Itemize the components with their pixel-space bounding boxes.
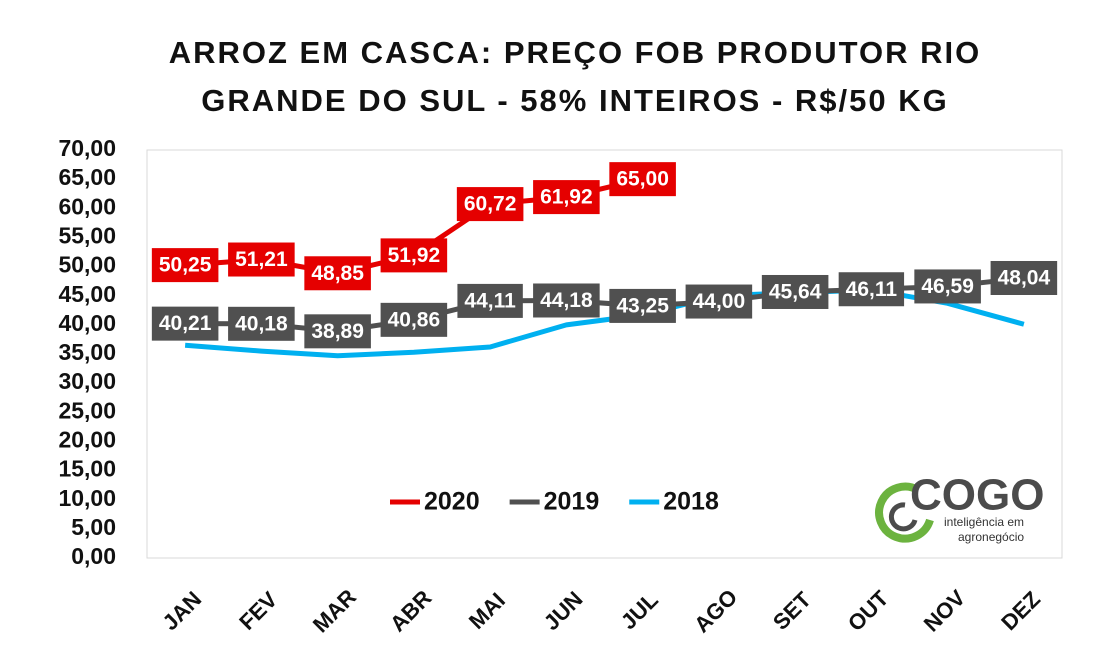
data-label-text: 65,00	[616, 168, 669, 191]
data-label-text: 51,21	[235, 248, 288, 271]
data-label-box	[838, 272, 905, 307]
data-label: 40,86	[380, 302, 448, 337]
data-label-box	[380, 302, 448, 337]
y-tick-label: 35,00	[58, 339, 116, 365]
y-tick-label: 40,00	[58, 310, 116, 336]
y-tick-label: 45,00	[58, 281, 116, 307]
y-tick-label: 0,00	[71, 543, 116, 569]
y-tick-label: 70,00	[58, 135, 116, 161]
logo: COGO inteligência em agronegócio	[875, 471, 1044, 544]
data-label-box	[151, 306, 219, 341]
y-tick-label: 55,00	[58, 223, 116, 249]
data-label: 48,85	[304, 256, 371, 291]
x-tick-label: AGO	[689, 584, 742, 637]
data-label-text: 48,04	[998, 267, 1051, 290]
data-label-text: 46,11	[846, 278, 898, 301]
x-tick-label: JUL	[616, 587, 663, 634]
y-tick-label: 60,00	[58, 193, 116, 219]
y-tick-label: 50,00	[58, 252, 116, 278]
data-label-text: 38,89	[311, 320, 364, 343]
data-label-text: 44,18	[540, 289, 593, 312]
data-label-box	[609, 288, 676, 323]
data-label-box	[228, 242, 295, 277]
data-label-text: 40,18	[235, 312, 288, 335]
legend-label: 2018	[663, 488, 719, 516]
y-tick-label: 65,00	[58, 164, 116, 190]
data-label-box	[456, 187, 524, 222]
x-tick-label: ABR	[385, 585, 436, 636]
chart-title: GRANDE DO SUL - 58% INTEIROS - R$/50 KG	[201, 83, 949, 118]
data-label: 45,64	[761, 274, 829, 309]
data-label-text: 44,11	[464, 289, 516, 312]
data-label-box	[761, 274, 829, 309]
data-label-box	[533, 283, 600, 318]
data-label-box	[151, 248, 219, 283]
data-label: 40,21	[151, 306, 219, 341]
data-label-box	[914, 269, 981, 304]
x-tick-label: NOV	[919, 585, 971, 637]
x-tick-label: JUN	[539, 586, 588, 635]
data-label-box	[685, 284, 753, 319]
chart-title: ARROZ EM CASCA: PREÇO FOB PRODUTOR RIO	[169, 35, 982, 70]
x-tick-label: MAI	[464, 588, 510, 634]
data-label-text: 44,00	[693, 290, 746, 313]
logo-icon	[875, 482, 934, 543]
x-tick-label: OUT	[843, 585, 894, 636]
data-label: 51,92	[380, 238, 448, 273]
data-label-box	[533, 180, 600, 215]
data-label: 48,04	[990, 260, 1058, 295]
y-tick-label: 30,00	[58, 368, 116, 394]
x-tick-label: MAR	[308, 584, 361, 637]
data-label-box	[304, 256, 371, 291]
data-label-text: 45,64	[769, 281, 822, 304]
x-tick-label: JAN	[158, 586, 207, 635]
data-label-box	[457, 283, 523, 318]
data-label: 51,21	[228, 242, 295, 277]
y-tick-label: 25,00	[58, 397, 116, 423]
y-tick-label: 15,00	[58, 456, 116, 482]
x-tick-label: SET	[768, 586, 816, 634]
data-label-text: 60,72	[464, 193, 517, 216]
legend-label: 2020	[424, 488, 480, 516]
plot-area	[146, 149, 1063, 559]
logo-name: COGO	[910, 471, 1044, 520]
y-tick-label: 20,00	[58, 427, 116, 453]
data-label: 44,11	[457, 283, 523, 318]
data-label-text: 48,85	[311, 262, 364, 285]
data-label-box	[304, 314, 371, 349]
data-label-text: 50,25	[159, 254, 212, 277]
data-label-text: 51,92	[388, 244, 441, 267]
data-label: 60,72	[456, 187, 524, 222]
data-label-text: 43,25	[616, 294, 669, 317]
data-label-text: 46,59	[921, 275, 974, 298]
x-tick-label: DEZ	[996, 586, 1045, 635]
data-label: 38,89	[304, 314, 371, 349]
data-label-box	[228, 306, 295, 341]
data-label: 44,00	[685, 284, 753, 319]
x-tick-label: FEV	[234, 587, 282, 635]
legend-label: 2019	[544, 488, 600, 516]
data-label: 50,25	[151, 248, 219, 283]
y-tick-label: 10,00	[58, 485, 116, 511]
data-label: 40,18	[228, 306, 295, 341]
data-label: 46,11	[838, 272, 905, 307]
logo-icon	[888, 502, 918, 532]
data-label: 44,18	[533, 283, 600, 318]
logo-tagline: inteligência em	[944, 515, 1024, 529]
y-tick-label: 5,00	[71, 514, 116, 540]
data-label-box	[990, 260, 1058, 295]
data-label-text: 40,21	[159, 312, 212, 335]
data-label-box	[609, 162, 676, 197]
data-label: 61,92	[533, 180, 600, 215]
data-label: 46,59	[914, 269, 981, 304]
logo-tagline: agronegócio	[958, 530, 1024, 544]
data-label: 43,25	[609, 288, 676, 323]
data-label: 65,00	[609, 162, 676, 197]
data-label-box	[380, 238, 448, 273]
data-label-text: 40,86	[388, 308, 441, 331]
data-label-text: 61,92	[540, 186, 593, 209]
